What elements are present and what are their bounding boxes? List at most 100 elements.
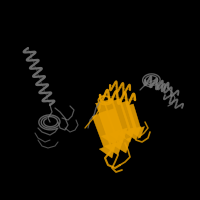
Polygon shape [175, 92, 176, 94]
Polygon shape [180, 104, 183, 107]
Polygon shape [158, 86, 159, 89]
Polygon shape [177, 91, 178, 94]
Polygon shape [33, 60, 38, 62]
Polygon shape [170, 100, 172, 103]
Polygon shape [49, 101, 54, 103]
Polygon shape [128, 85, 129, 90]
Polygon shape [129, 86, 130, 90]
Polygon shape [175, 105, 178, 108]
Polygon shape [104, 99, 127, 143]
Polygon shape [176, 105, 178, 108]
Polygon shape [129, 85, 130, 90]
Polygon shape [110, 85, 111, 88]
Polygon shape [156, 82, 157, 84]
Polygon shape [108, 95, 109, 96]
Polygon shape [162, 87, 164, 91]
Polygon shape [167, 97, 168, 98]
Polygon shape [125, 95, 126, 99]
Polygon shape [156, 84, 158, 89]
Polygon shape [176, 104, 177, 106]
Polygon shape [34, 60, 39, 62]
Polygon shape [169, 95, 172, 98]
Polygon shape [165, 85, 166, 87]
Polygon shape [30, 52, 32, 53]
Polygon shape [171, 89, 172, 91]
Polygon shape [111, 86, 112, 90]
Polygon shape [117, 87, 118, 91]
Polygon shape [154, 79, 156, 83]
Polygon shape [175, 99, 177, 103]
Polygon shape [167, 83, 168, 88]
Polygon shape [170, 87, 172, 91]
Polygon shape [33, 60, 39, 62]
Polygon shape [31, 55, 33, 56]
Polygon shape [124, 89, 125, 94]
Polygon shape [169, 100, 172, 103]
Polygon shape [171, 92, 172, 94]
Polygon shape [123, 89, 124, 92]
Polygon shape [116, 84, 117, 87]
Polygon shape [170, 88, 172, 91]
Polygon shape [31, 53, 35, 55]
Polygon shape [49, 101, 51, 102]
Polygon shape [129, 87, 130, 90]
Polygon shape [117, 87, 118, 92]
Polygon shape [168, 96, 169, 97]
Polygon shape [115, 82, 116, 86]
Polygon shape [24, 50, 29, 52]
Polygon shape [171, 90, 172, 91]
Polygon shape [36, 68, 37, 69]
Polygon shape [161, 81, 163, 86]
Polygon shape [156, 84, 157, 85]
Polygon shape [33, 74, 38, 76]
Polygon shape [116, 85, 117, 87]
Polygon shape [26, 49, 28, 50]
Polygon shape [34, 62, 38, 63]
Polygon shape [169, 95, 171, 98]
Polygon shape [164, 96, 166, 99]
Polygon shape [145, 81, 147, 85]
Polygon shape [164, 89, 166, 91]
Polygon shape [171, 90, 172, 91]
Polygon shape [124, 89, 125, 93]
Polygon shape [156, 82, 157, 84]
Polygon shape [50, 103, 53, 104]
Polygon shape [123, 88, 124, 90]
Polygon shape [146, 81, 147, 84]
Polygon shape [145, 81, 147, 85]
Polygon shape [109, 96, 110, 102]
Polygon shape [110, 97, 111, 102]
Polygon shape [115, 91, 116, 97]
Polygon shape [158, 86, 159, 89]
Polygon shape [30, 52, 33, 53]
Polygon shape [40, 91, 45, 93]
Polygon shape [32, 65, 35, 66]
Polygon shape [116, 92, 117, 97]
Polygon shape [156, 84, 157, 86]
Polygon shape [164, 89, 166, 92]
Polygon shape [24, 51, 29, 52]
Polygon shape [115, 81, 116, 86]
Polygon shape [156, 84, 157, 86]
Polygon shape [158, 85, 159, 87]
Polygon shape [181, 105, 183, 108]
Polygon shape [110, 85, 111, 88]
Polygon shape [163, 87, 164, 91]
Polygon shape [121, 83, 122, 88]
Polygon shape [30, 65, 35, 67]
Polygon shape [129, 86, 130, 90]
Polygon shape [41, 89, 44, 91]
Polygon shape [43, 92, 45, 93]
Polygon shape [170, 98, 171, 99]
Polygon shape [39, 76, 41, 77]
Polygon shape [24, 49, 28, 51]
Polygon shape [109, 96, 110, 101]
Polygon shape [165, 97, 167, 99]
Polygon shape [156, 84, 157, 87]
Polygon shape [134, 97, 135, 100]
Polygon shape [120, 98, 121, 102]
Polygon shape [40, 77, 45, 79]
Polygon shape [123, 89, 124, 92]
Polygon shape [116, 85, 117, 87]
Polygon shape [158, 86, 160, 89]
